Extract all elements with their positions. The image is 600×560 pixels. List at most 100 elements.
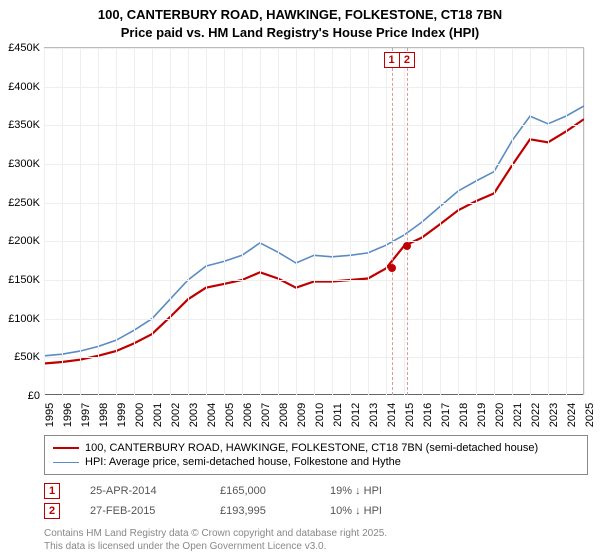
gridline-v <box>206 48 207 395</box>
y-tick-label: £350K <box>0 119 40 131</box>
gridline-v <box>260 48 261 395</box>
y-tick-label: £0 <box>0 390 40 402</box>
x-tick-label: 2015 <box>404 403 416 427</box>
transaction-date: 25-APR-2014 <box>90 485 190 497</box>
x-tick-label: 2007 <box>260 403 272 427</box>
y-tick-label: £300K <box>0 158 40 170</box>
marker-line <box>392 48 393 395</box>
x-tick-label: 2008 <box>278 403 290 427</box>
gridline-v <box>332 48 333 395</box>
title-line-2: Price paid vs. HM Land Registry's House … <box>0 24 600 42</box>
y-tick-label: £400K <box>0 81 40 93</box>
gridline-v <box>350 48 351 395</box>
chart-title: 100, CANTERBURY ROAD, HAWKINGE, FOLKESTO… <box>0 0 600 41</box>
gridline-v <box>530 48 531 395</box>
y-tick-label: £450K <box>0 42 40 54</box>
footer-line-1: Contains HM Land Registry data © Crown c… <box>44 527 588 540</box>
marker-dot <box>388 264 396 272</box>
marker-label: 2 <box>399 52 415 68</box>
y-tick-label: £100K <box>0 313 40 325</box>
x-tick-label: 2011 <box>332 403 344 427</box>
legend-label: 100, CANTERBURY ROAD, HAWKINGE, FOLKESTO… <box>85 442 538 454</box>
x-tick-label: 2010 <box>314 403 326 427</box>
gridline-v <box>134 48 135 395</box>
gridline-v <box>314 48 315 395</box>
x-tick-label: 2016 <box>422 403 434 427</box>
x-tick-label: 2019 <box>476 403 488 427</box>
gridline-v <box>386 48 387 395</box>
gridline-v <box>188 48 189 395</box>
gridline-v <box>494 48 495 395</box>
gridline-v <box>476 48 477 395</box>
x-tick-label: 2014 <box>386 403 398 427</box>
x-tick-label: 2001 <box>152 403 164 427</box>
legend-row: HPI: Average price, semi-detached house,… <box>53 455 579 469</box>
gridline-v <box>44 48 45 395</box>
gridline-v <box>584 48 585 395</box>
legend-label: HPI: Average price, semi-detached house,… <box>85 456 401 468</box>
gridline-v <box>368 48 369 395</box>
transaction-diff: 10% ↓ HPI <box>330 505 382 517</box>
gridline-v <box>440 48 441 395</box>
transaction-diff: 19% ↓ HPI <box>330 485 382 497</box>
x-tick-label: 2021 <box>512 403 524 427</box>
transaction-price: £165,000 <box>220 485 300 497</box>
x-tick-label: 2012 <box>350 403 362 427</box>
gridline-v <box>80 48 81 395</box>
marker-line <box>407 48 408 395</box>
x-tick-label: 2006 <box>242 403 254 427</box>
footer-attribution: Contains HM Land Registry data © Crown c… <box>44 527 588 553</box>
x-tick-label: 2009 <box>296 403 308 427</box>
x-tick-label: 1995 <box>44 403 56 427</box>
x-tick-label: 2025 <box>584 403 596 427</box>
transaction-row: 2 27-FEB-2015 £193,995 10% ↓ HPI <box>44 501 588 521</box>
gridline-v <box>224 48 225 395</box>
x-tick-label: 2024 <box>566 403 578 427</box>
gridline-v <box>548 48 549 395</box>
x-tick-label: 2023 <box>548 403 560 427</box>
gridline-v <box>458 48 459 395</box>
gridline-v <box>296 48 297 395</box>
x-tick-label: 2013 <box>368 403 380 427</box>
y-tick-label: £150K <box>0 274 40 286</box>
gridline-v <box>98 48 99 395</box>
transaction-table: 1 25-APR-2014 £165,000 19% ↓ HPI 2 27-FEB-201… <box>44 481 588 521</box>
transaction-marker: 2 <box>44 503 60 519</box>
x-tick-label: 2022 <box>530 403 542 427</box>
gridline-v <box>62 48 63 395</box>
y-tick-label: £50K <box>0 351 40 363</box>
x-tick-label: 2018 <box>458 403 470 427</box>
x-tick-label: 2005 <box>224 403 236 427</box>
legend-row: 100, CANTERBURY ROAD, HAWKINGE, FOLKESTO… <box>53 441 579 455</box>
transaction-date: 27-FEB-2015 <box>90 505 190 517</box>
transaction-marker: 1 <box>44 483 60 499</box>
x-tick-label: 1999 <box>116 403 128 427</box>
x-tick-label: 2017 <box>440 403 452 427</box>
gridline-v <box>152 48 153 395</box>
gridline-v <box>404 48 405 395</box>
gridline-v <box>422 48 423 395</box>
legend-swatch <box>53 447 79 449</box>
y-tick-label: £200K <box>0 235 40 247</box>
footer-line-2: This data is licensed under the Open Gov… <box>44 540 588 553</box>
gridline-v <box>278 48 279 395</box>
transaction-row: 1 25-APR-2014 £165,000 19% ↓ HPI <box>44 481 588 501</box>
gridline-v <box>566 48 567 395</box>
y-tick-label: £250K <box>0 197 40 209</box>
x-tick-label: 2003 <box>188 403 200 427</box>
gridline-v <box>512 48 513 395</box>
transaction-price: £193,995 <box>220 505 300 517</box>
marker-label: 1 <box>384 52 400 68</box>
gridline-v <box>170 48 171 395</box>
x-tick-label: 1997 <box>80 403 92 427</box>
legend-box: 100, CANTERBURY ROAD, HAWKINGE, FOLKESTO… <box>44 435 588 475</box>
x-tick-label: 2000 <box>134 403 146 427</box>
x-tick-label: 1998 <box>98 403 110 427</box>
title-line-1: 100, CANTERBURY ROAD, HAWKINGE, FOLKESTO… <box>0 6 600 24</box>
chart-plot-area: £0£50K£100K£150K£200K£250K£300K£350K£400… <box>44 47 584 395</box>
legend-swatch <box>53 462 79 463</box>
gridline-v <box>116 48 117 395</box>
gridline-v <box>242 48 243 395</box>
x-tick-label: 2002 <box>170 403 182 427</box>
marker-dot <box>403 242 411 250</box>
